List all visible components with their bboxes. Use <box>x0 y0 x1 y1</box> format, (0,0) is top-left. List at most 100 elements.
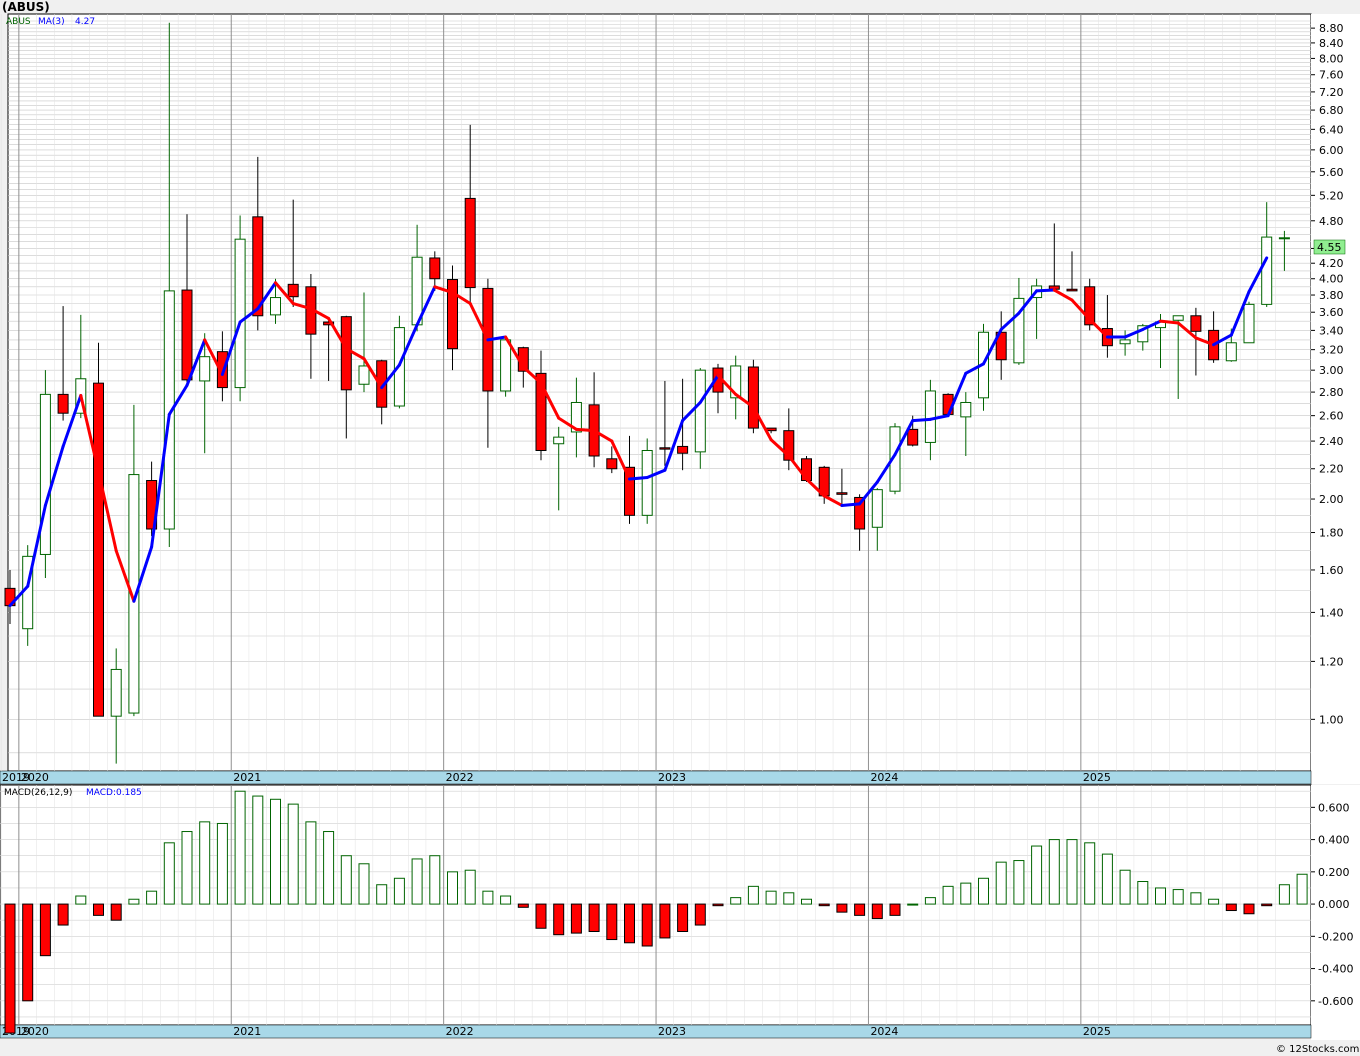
price-plot-area <box>7 13 1312 772</box>
candle-up <box>199 356 211 382</box>
macd-bar-positive <box>323 831 335 905</box>
ma-legend-label: MA(3) <box>38 17 65 27</box>
ma-segment <box>911 417 932 423</box>
candle-up <box>1278 237 1290 240</box>
macd-bar-positive <box>429 855 441 905</box>
ma-segment <box>840 502 862 507</box>
candle-down <box>783 430 795 461</box>
macd-bar-positive <box>393 877 405 905</box>
candle-up <box>1137 325 1149 343</box>
ma-segment <box>451 291 472 306</box>
macd-bar-negative <box>1243 903 1255 915</box>
candle-down <box>1066 288 1078 292</box>
candle-down <box>447 279 458 350</box>
macd-bar-negative <box>517 903 529 908</box>
candle-up <box>500 339 512 392</box>
macd-bar-positive <box>907 903 919 906</box>
last-price-text: 4.55 <box>1317 241 1342 254</box>
price-tick-label: 1.80 <box>1319 527 1344 540</box>
macd-tick-label: 0.200 <box>1318 866 1350 879</box>
macd-bar-negative <box>677 903 689 932</box>
candle-up <box>110 668 122 717</box>
macd-bar-positive <box>163 842 175 905</box>
ma-segment <box>397 323 419 367</box>
year-labels: 2019201920202020202120212022202220232023… <box>2 771 1111 1038</box>
candle-up <box>358 365 370 385</box>
ma-segment <box>238 307 260 324</box>
ma-segment <box>1212 333 1233 347</box>
ma-segment <box>734 392 755 409</box>
macd-bar-positive <box>358 863 370 905</box>
price-tick-label: 3.80 <box>1319 289 1344 302</box>
ma-segment <box>1159 319 1180 325</box>
macd-tick-label: 0.000 <box>1318 898 1350 911</box>
ma-segment <box>769 438 791 458</box>
macd-bar-negative <box>1225 903 1237 912</box>
last-price-badge <box>1313 239 1346 255</box>
price-tick-label: 6.00 <box>1319 144 1344 157</box>
candle-up <box>1261 236 1273 305</box>
macd-bar-negative <box>22 903 34 1002</box>
ma-segment <box>415 285 437 327</box>
candle-up <box>924 390 936 443</box>
ma-segment <box>1247 256 1269 294</box>
macd-bar-positive <box>464 869 476 905</box>
price-tick-label: 3.00 <box>1319 364 1344 377</box>
candle-down <box>624 466 635 516</box>
macd-bar-positive <box>1031 845 1043 905</box>
macd-bar-positive <box>1208 898 1220 905</box>
ma-segment <box>309 307 331 320</box>
macd-year-label: 2021 <box>233 1025 261 1038</box>
price-tick-label: 3.40 <box>1319 324 1344 337</box>
macd-bar-positive <box>376 884 388 905</box>
ma-segment <box>43 444 65 507</box>
macd-bar-positive <box>1101 853 1113 905</box>
macd-legend-label: MACD(26,12,9) <box>4 788 72 798</box>
ma-segment <box>61 394 83 448</box>
ma-segment <box>114 549 136 603</box>
macd-bar-positive <box>978 877 989 905</box>
macd-tick-label: -0.400 <box>1318 963 1353 976</box>
ma-segment <box>822 494 844 507</box>
ma-segment <box>557 416 578 431</box>
price-tick-label: 8.40 <box>1319 37 1344 50</box>
ma-segment <box>999 311 1021 331</box>
ma-segment <box>26 503 47 588</box>
macd-bar-positive <box>305 821 317 905</box>
macd-time-axis-band <box>0 1024 1312 1039</box>
macd-bar-positive <box>924 897 936 905</box>
candle-up <box>1119 339 1131 345</box>
ma-segment <box>220 320 242 376</box>
candle-down <box>252 216 264 317</box>
candle-down <box>907 428 919 446</box>
macd-tick-label: 0.600 <box>1318 801 1350 814</box>
candle-up <box>960 401 972 418</box>
macd-bar-negative <box>1261 903 1273 907</box>
candle-down <box>1084 286 1096 326</box>
ma-segment <box>274 281 295 306</box>
candle-down <box>747 366 759 429</box>
ma-segment <box>893 419 915 457</box>
macd-bar-positive <box>128 898 140 905</box>
ma-segment <box>256 281 277 311</box>
ma-segment <box>698 374 720 404</box>
price-tick-label: 7.20 <box>1319 86 1344 99</box>
candle-down <box>464 197 476 289</box>
macd-bar-negative <box>110 903 122 921</box>
macd-year-label: 2023 <box>658 1025 686 1038</box>
candle-up <box>163 290 175 530</box>
price-tick-label: 6.40 <box>1319 123 1344 136</box>
price-tick-label: 7.60 <box>1319 69 1344 82</box>
year-label: 2024 <box>870 771 898 784</box>
macd-bar-positive <box>1172 889 1184 905</box>
ma-segment <box>380 363 401 390</box>
macd-bar-negative <box>624 903 635 944</box>
candle-up <box>234 238 246 389</box>
price-tick-label: 2.60 <box>1319 410 1344 423</box>
chart-title: (ABUS) <box>2 0 50 14</box>
candle-down <box>376 360 388 408</box>
macd-bar-negative <box>641 903 653 947</box>
candle-down <box>93 382 104 717</box>
macd-year-label: 2025 <box>1083 1025 1111 1038</box>
price-tick-label: 8.00 <box>1319 52 1344 65</box>
